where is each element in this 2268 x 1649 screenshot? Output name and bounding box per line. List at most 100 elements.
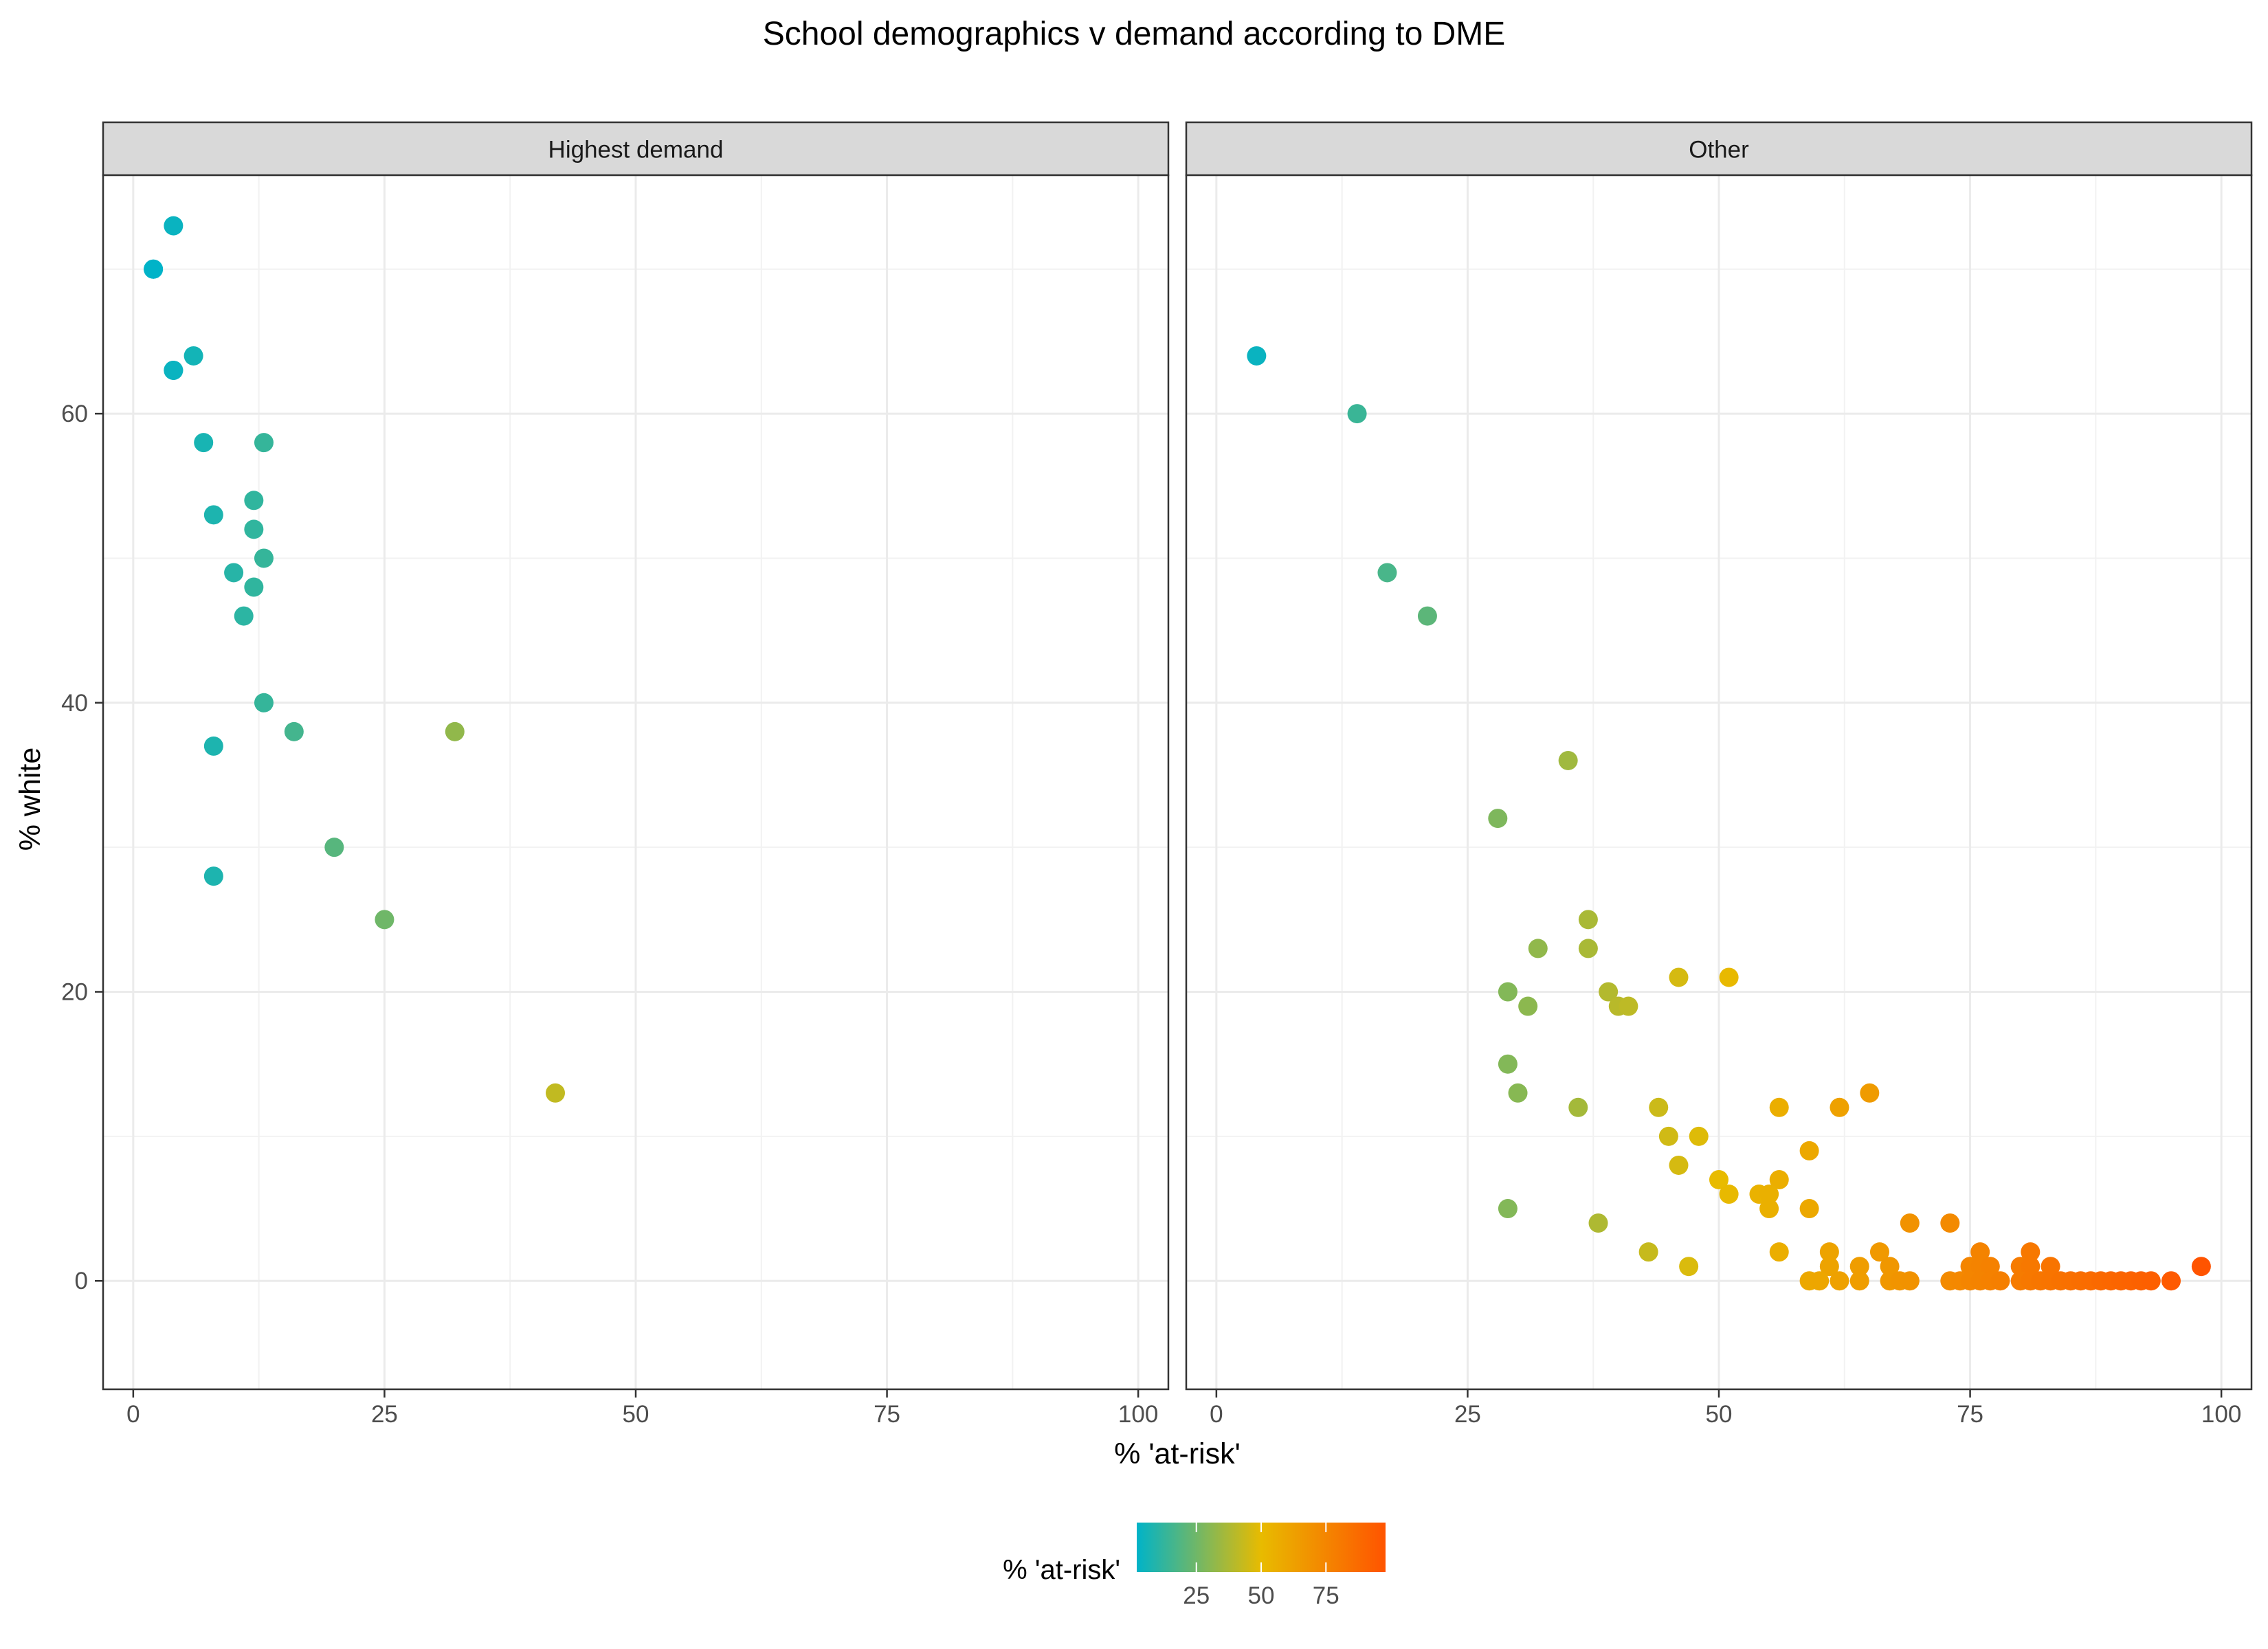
data-point (1869, 1242, 1889, 1262)
data-point (2191, 1257, 2211, 1277)
data-point (1900, 1213, 1920, 1233)
data-point (1649, 1097, 1669, 1117)
data-point (1347, 404, 1367, 424)
data-point (254, 693, 274, 713)
data-point (1558, 750, 1578, 770)
data-point (1247, 346, 1267, 366)
data-point (203, 736, 223, 756)
data-point (1377, 563, 1397, 583)
data-point (1759, 1199, 1779, 1219)
data-point (1417, 606, 1437, 626)
facet-strip-label: Highest demand (548, 137, 724, 164)
facet-strip (1185, 121, 2253, 177)
facet-panel-2: Other 0 25 50 75 100 (1185, 121, 2253, 1428)
x-tick-label: 25 (371, 1401, 398, 1428)
data-point (1568, 1097, 1588, 1117)
points (144, 216, 566, 1103)
x-tick-label: 100 (2201, 1401, 2241, 1428)
data-point (1508, 1083, 1528, 1103)
data-point (1669, 1155, 1689, 1175)
data-point (254, 433, 274, 453)
data-point (1719, 1185, 1739, 1204)
y-tick-label: 20 (61, 979, 88, 1006)
points (1247, 346, 2211, 1291)
x-tick-label: 75 (874, 1401, 900, 1428)
data-point (1498, 1199, 1517, 1219)
data-point (164, 360, 184, 380)
x-tick-label: 100 (1118, 1401, 1158, 1428)
data-point (144, 259, 164, 279)
data-point (244, 519, 264, 539)
data-point (2021, 1257, 2041, 1277)
data-point (1980, 1257, 2000, 1277)
colorbar-ticks: 25 50 75 (1183, 1523, 1339, 1609)
data-point (1719, 967, 1739, 987)
data-point (1769, 1097, 1789, 1117)
x-axis-label: % 'at-risk' (1114, 1437, 1241, 1470)
data-point (224, 563, 244, 583)
y-axis-label: % white (14, 748, 47, 851)
data-point (1689, 1126, 1709, 1146)
data-point (1578, 910, 1598, 930)
x-tick-label: 0 (126, 1401, 140, 1428)
data-point (1799, 1199, 1819, 1219)
data-point (1970, 1242, 1990, 1262)
data-point (1599, 982, 1619, 1002)
data-point (1709, 1169, 1728, 1189)
x-tick-label: 25 (1454, 1401, 1481, 1428)
data-point (1810, 1271, 1830, 1291)
data-point (164, 216, 184, 236)
data-point (1819, 1242, 1839, 1262)
facet-strip-label: Other (1689, 137, 1749, 164)
data-point (1819, 1257, 1839, 1277)
data-point (244, 491, 264, 511)
data-point (1900, 1271, 1920, 1291)
panels-layer: Highest demand 0 25 50 75 100 0 20 40 60 Other 0 25 5… (61, 121, 2253, 1428)
data-point (234, 606, 254, 626)
data-point (1528, 939, 1548, 958)
y-tick-label: 0 (75, 1268, 88, 1294)
data-point (1880, 1257, 1900, 1277)
colorbar-legend: % 'at-risk' 25 50 75 (1003, 1523, 1386, 1609)
data-point (1769, 1242, 1789, 1262)
data-point (1498, 1054, 1517, 1074)
y-tick-label: 60 (61, 401, 88, 427)
data-point (1849, 1257, 1869, 1277)
data-point (324, 838, 344, 857)
data-point (375, 910, 394, 930)
data-point (1518, 996, 1538, 1016)
data-point (1830, 1097, 1849, 1117)
data-point (184, 346, 203, 366)
x-tick-label: 50 (1706, 1401, 1733, 1428)
data-point (1940, 1213, 1960, 1233)
data-point (1990, 1271, 2010, 1291)
data-point (1759, 1185, 1779, 1204)
data-point (2041, 1257, 2060, 1277)
data-point (1578, 939, 1598, 958)
data-point (254, 548, 274, 568)
data-point (1488, 809, 1508, 829)
data-point (1619, 996, 1638, 1016)
data-point (1498, 982, 1517, 1002)
data-point (1588, 1213, 1608, 1233)
legend-title: % 'at-risk' (1003, 1555, 1120, 1585)
data-point (1830, 1271, 1849, 1291)
data-point (1658, 1126, 1678, 1146)
data-point (2161, 1271, 2181, 1291)
data-point (1669, 967, 1689, 987)
data-point (1638, 1242, 1658, 1262)
x-tick-label: 75 (1957, 1401, 1983, 1428)
data-point (1679, 1257, 1699, 1277)
facet-strip (102, 121, 1170, 177)
data-point (194, 433, 214, 453)
data-point (203, 866, 223, 886)
x-tick-label: 50 (623, 1401, 649, 1428)
data-point (244, 577, 264, 597)
colorbar-tick-label: 50 (1248, 1582, 1275, 1609)
data-point (284, 721, 304, 741)
colorbar-tick-label: 75 (1313, 1582, 1339, 1609)
x-tick-label: 0 (1210, 1401, 1223, 1428)
data-point (546, 1083, 566, 1103)
y-tick-label: 40 (61, 690, 88, 717)
